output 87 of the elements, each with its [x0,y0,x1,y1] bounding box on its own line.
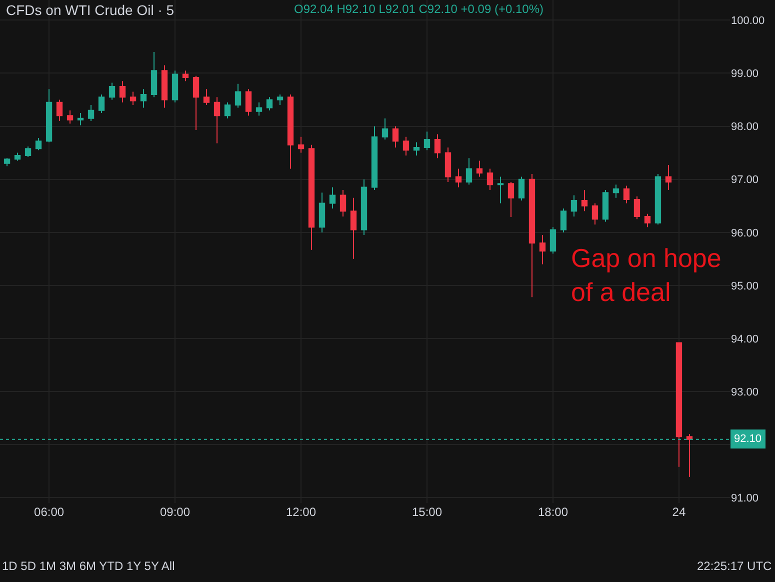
candlestick [266,96,273,111]
candlestick [56,99,63,122]
candlestick [318,192,326,233]
y-tick-label: 99.00 [731,68,759,80]
candlestick [224,102,231,119]
candlestick [308,144,315,250]
candlestick [634,196,640,220]
y-tick-label: 94.00 [731,333,759,346]
text: 22:25:17 UTC [697,559,772,573]
candlestick [276,94,284,106]
candlestick [108,82,116,100]
candlestick [476,160,483,178]
candlestick [570,194,578,217]
candlestick [298,136,304,154]
candlestick [686,434,693,478]
candlestick [329,186,336,210]
candlestick [66,110,74,124]
candlestick [234,83,242,108]
candlestick [424,131,430,151]
candlestick [245,88,252,116]
candlestick [623,185,630,204]
candlestick [161,64,168,108]
y-tick-label: 91.00 [731,492,759,505]
candlestick [140,88,147,108]
candlestick [497,176,504,204]
candlestick [539,234,546,265]
candlestick [182,70,189,82]
chart-title: CFDs on WTI Crude Oil · 5 [6,2,174,18]
candlestick [77,112,84,126]
candlestick [518,176,525,202]
y-tick-label: 98.00 [731,121,759,134]
candlestick [88,104,94,122]
candlestick [665,164,672,190]
y-tick-label: 100.00 [731,15,765,28]
candlestick [644,213,651,228]
x-tick-label: 06:00 [34,505,64,519]
candlestick [350,197,357,260]
candlestick [486,168,494,190]
y-tick-label: 97.00 [731,174,759,186]
x-tick-label: 12:00 [286,505,316,519]
y-tick-label: 93.00 [731,386,759,398]
candlestick [581,189,588,212]
y-tick-label: 96.00 [731,227,759,240]
candlestick [360,178,368,236]
candlestick [392,126,399,148]
chart-subtitle: O92.04 H92.10 L92.01 C92.10 +0.09 (+0.10%) [294,2,544,16]
candlestick [382,118,388,140]
candlestick [340,189,346,217]
candlestick [413,142,420,156]
y-tick-label: 95.00 [731,280,759,292]
candlestick [35,137,42,151]
candlestick [528,174,536,298]
candlestick [560,208,567,233]
candlestick [371,126,378,190]
candlestick [130,91,136,106]
text: 1D 5D 1M 3M 6M YTD 1Y 5Y All [2,559,175,573]
candlestick [508,181,514,218]
ref-line-label: 92.10 [734,433,762,445]
candlestick [550,226,556,254]
candlestick [654,174,662,225]
candlestick [172,70,178,103]
candlestick [4,158,10,167]
candlestick [612,184,620,198]
candlestick [192,75,200,130]
candlestick [602,189,609,222]
candlestick [256,102,262,116]
candlestick [46,88,52,143]
candlestick [214,96,220,144]
candlestick [676,342,682,468]
candlestick [455,168,462,188]
annotation: Gap on hope of a deal [571,243,722,307]
candlestick [203,88,210,106]
candlestick [150,52,158,98]
candlestick [98,94,105,114]
candlestick [287,94,294,170]
candlestick [24,146,32,158]
candlestick [592,202,598,225]
candlestick [119,80,126,103]
x-tick-label: 18:00 [538,505,568,519]
x-tick-label: 15:00 [412,505,442,519]
candlestick [402,136,410,156]
candlestick [444,147,452,182]
candlestick [466,158,472,186]
x-tick-label: 09:00 [160,505,190,519]
x-tick-label: 24 [672,505,686,519]
candlestick [14,152,21,162]
candlestick [434,134,441,159]
